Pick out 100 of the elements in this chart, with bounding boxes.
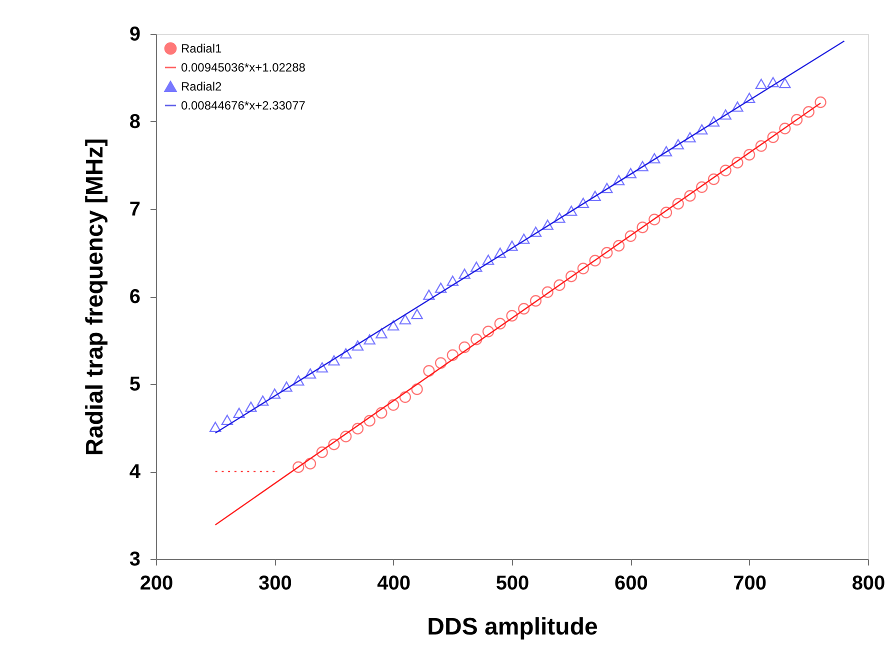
point	[328, 355, 340, 366]
point	[482, 254, 494, 265]
point	[636, 222, 648, 234]
point	[245, 402, 257, 412]
point	[423, 365, 435, 377]
point	[221, 414, 234, 426]
point	[304, 368, 316, 379]
point	[565, 206, 578, 216]
point	[434, 282, 447, 293]
point	[316, 446, 328, 458]
point	[648, 214, 660, 226]
x-tick-label: 300	[258, 572, 292, 594]
point	[624, 168, 637, 178]
point	[601, 246, 613, 259]
point	[779, 78, 791, 88]
point	[732, 101, 744, 112]
y-tick-label: 7	[129, 198, 140, 220]
point	[470, 262, 482, 272]
x-tick-label: 600	[614, 572, 648, 594]
point	[767, 76, 779, 88]
point	[542, 220, 554, 230]
point	[387, 399, 400, 411]
point	[790, 114, 803, 126]
point	[506, 240, 518, 251]
point	[518, 302, 530, 315]
point	[708, 173, 720, 186]
point	[601, 182, 613, 194]
point	[376, 328, 388, 338]
point	[743, 148, 756, 161]
point	[352, 422, 364, 434]
y-tick-label: 3	[129, 548, 140, 570]
y-axis-title: Radial trap frequency [MHz]	[81, 138, 108, 456]
legend-label: Radial1	[181, 42, 222, 56]
point	[268, 388, 281, 399]
point	[446, 276, 459, 286]
point	[672, 139, 684, 150]
point	[399, 391, 412, 403]
point	[304, 458, 316, 470]
point	[732, 156, 744, 168]
point	[612, 240, 625, 252]
point	[755, 140, 768, 152]
point	[458, 341, 470, 354]
x-tick-label: 800	[852, 572, 886, 594]
point	[340, 348, 352, 359]
point	[660, 146, 672, 156]
y-tick-label: 5	[129, 374, 140, 396]
point	[612, 174, 625, 186]
point	[376, 407, 388, 419]
x-axis-title: DDS amplitude	[427, 614, 598, 640]
point	[624, 230, 637, 242]
point	[755, 78, 768, 90]
point	[554, 279, 566, 291]
point	[648, 153, 660, 164]
point	[411, 308, 423, 320]
point	[767, 131, 779, 144]
point	[423, 290, 435, 300]
y-tick-label: 6	[129, 286, 140, 308]
point	[589, 190, 601, 202]
point	[530, 226, 542, 237]
point	[577, 262, 590, 274]
point	[316, 362, 328, 373]
point	[684, 190, 696, 202]
point	[708, 116, 720, 127]
point	[233, 408, 245, 418]
point	[589, 254, 601, 266]
y-tick-label: 4	[129, 461, 142, 483]
point	[352, 340, 364, 351]
point	[636, 160, 648, 172]
legend-label: Radial2	[181, 80, 222, 94]
point	[280, 381, 292, 392]
point	[672, 198, 684, 210]
x-tick-label: 200	[140, 572, 174, 594]
point	[779, 122, 791, 134]
x-tick-label: 400	[377, 572, 411, 594]
point	[518, 234, 530, 244]
point	[542, 286, 554, 298]
point	[458, 268, 470, 279]
point	[720, 164, 732, 176]
point	[328, 438, 340, 450]
point	[434, 357, 447, 369]
legend-label: 0.00844676*x+2.33077	[181, 98, 306, 112]
point	[399, 314, 412, 324]
point	[565, 270, 578, 282]
x-tick-label: 700	[733, 572, 767, 594]
y-tick-label: 9	[129, 24, 140, 46]
point	[577, 198, 590, 208]
point	[411, 383, 423, 396]
point	[684, 132, 696, 142]
point	[482, 326, 494, 338]
point	[292, 461, 304, 473]
point	[530, 295, 542, 307]
point	[506, 310, 518, 322]
point	[494, 318, 506, 330]
legend-label: 0.00945036*x+1.02288	[181, 60, 306, 74]
point	[256, 395, 269, 406]
point	[446, 349, 459, 361]
point	[364, 414, 376, 427]
point	[720, 109, 732, 120]
point	[209, 422, 222, 432]
point	[660, 206, 672, 218]
